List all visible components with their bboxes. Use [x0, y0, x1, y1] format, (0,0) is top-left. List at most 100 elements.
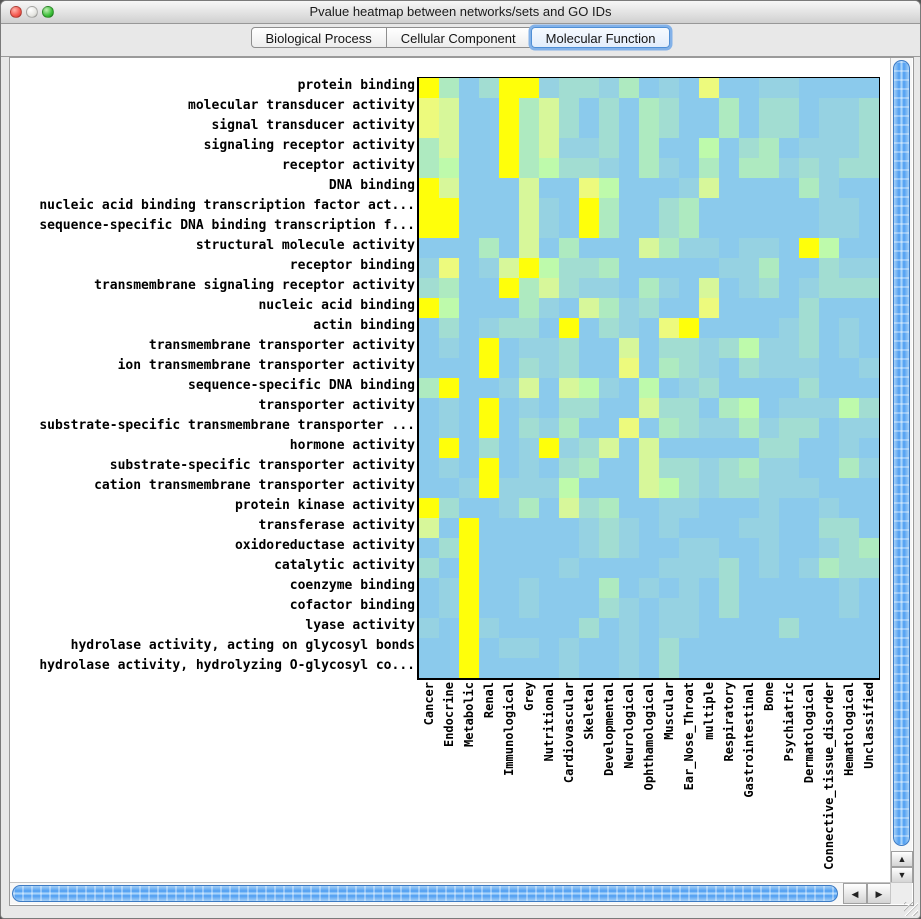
row-label: structural molecule activity	[195, 238, 415, 253]
scroll-right-button[interactable]: ▶	[867, 883, 891, 904]
row-label: sequence-specific DNA binding	[188, 378, 415, 393]
heatmap-cell	[839, 638, 859, 658]
heatmap-cell	[779, 138, 799, 158]
heatmap-cell	[839, 458, 859, 478]
heatmap-cell	[679, 498, 699, 518]
heatmap-cell	[859, 78, 879, 98]
heatmap-cell	[439, 438, 459, 458]
heatmap-cell	[759, 258, 779, 278]
row-label: signal transducer activity	[211, 118, 416, 133]
heatmap-cell	[699, 278, 719, 298]
heatmap-cell	[499, 478, 519, 498]
row-label: ion transmembrane transporter activity	[117, 358, 415, 373]
heatmap-cell	[739, 658, 759, 678]
heatmap-cell	[639, 178, 659, 198]
heatmap-cell	[419, 238, 439, 258]
horizontal-scrollbar-thumb[interactable]	[12, 885, 838, 902]
heatmap-cell	[519, 238, 539, 258]
heatmap-cell	[779, 618, 799, 638]
row-label: transporter activity	[258, 398, 415, 413]
heatmap-cell	[619, 238, 639, 258]
heatmap-cell	[659, 438, 679, 458]
scroll-left-button[interactable]: ◀	[843, 883, 867, 904]
heatmap-cell	[799, 318, 819, 338]
row-label: protein binding	[297, 78, 415, 93]
heatmap-cell	[639, 158, 659, 178]
heatmap-cell	[759, 478, 779, 498]
heatmap-cell	[819, 98, 839, 118]
heatmap-cell	[779, 198, 799, 218]
heatmap-cell	[479, 478, 499, 498]
heatmap-cell	[759, 138, 779, 158]
heatmap-cell	[419, 158, 439, 178]
left-arrow-icon: ◀	[851, 889, 859, 899]
heatmap-cell	[639, 558, 659, 578]
heatmap-cell	[639, 598, 659, 618]
heatmap-cell	[419, 458, 439, 478]
heatmap-cell	[619, 618, 639, 638]
heatmap-cell	[779, 258, 799, 278]
heatmap-cell	[679, 478, 699, 498]
heatmap-cell	[799, 498, 819, 518]
heatmap-cell	[459, 78, 479, 98]
heatmap-cell	[799, 618, 819, 638]
scroll-down-button[interactable]: ▼	[891, 867, 913, 883]
heatmap-cell	[759, 418, 779, 438]
heatmap-cell	[599, 578, 619, 598]
heatmap-cell	[819, 538, 839, 558]
heatmap-cell	[459, 278, 479, 298]
heatmap-cell	[659, 358, 679, 378]
heatmap-cell	[779, 398, 799, 418]
heatmap-cell	[419, 198, 439, 218]
heatmap-cell	[479, 378, 499, 398]
heatmap-cell	[579, 138, 599, 158]
heatmap-cell	[499, 98, 519, 118]
heatmap-cell	[539, 638, 559, 658]
heatmap-cell	[479, 398, 499, 418]
vertical-scrollbar[interactable]: ▲ ▼	[890, 58, 913, 883]
tab-biological-process[interactable]: Biological Process	[250, 27, 387, 48]
heatmap-cell	[679, 198, 699, 218]
heatmap-cell	[439, 358, 459, 378]
zoom-button-icon[interactable]	[42, 6, 54, 18]
heatmap-cell	[659, 638, 679, 658]
heatmap-cell	[479, 198, 499, 218]
col-label: Grey	[522, 682, 536, 711]
horizontal-scrollbar[interactable]: ◀ ▶	[10, 882, 891, 904]
close-button-icon[interactable]	[10, 6, 22, 18]
heatmap-cell	[719, 558, 739, 578]
heatmap-cell	[719, 118, 739, 138]
heatmap-cell	[419, 398, 439, 418]
scroll-up-button[interactable]: ▲	[891, 851, 913, 867]
heatmap-cell	[659, 278, 679, 298]
heatmap-cell	[519, 218, 539, 238]
heatmap-cell	[859, 218, 879, 238]
down-arrow-icon: ▼	[897, 870, 907, 880]
heatmap-cell	[479, 338, 499, 358]
heatmap-cell	[619, 458, 639, 478]
heatmap-cell	[439, 458, 459, 478]
col-label: Bone	[762, 682, 776, 711]
resize-grip-icon[interactable]	[904, 902, 918, 916]
heatmap-cell	[799, 398, 819, 418]
heatmap-cell	[459, 518, 479, 538]
heatmap-cell	[479, 118, 499, 138]
row-label: actin binding	[313, 318, 415, 333]
heatmap-cell	[419, 518, 439, 538]
heatmap-cell	[579, 538, 599, 558]
tab-molecular-function[interactable]: Molecular Function	[530, 27, 671, 48]
heatmap-cell	[479, 238, 499, 258]
heatmap-cell	[839, 618, 859, 638]
heatmap-cell	[719, 498, 739, 518]
heatmap-cell	[799, 298, 819, 318]
heatmap-cell	[859, 258, 879, 278]
minimize-button-icon[interactable]	[26, 6, 38, 18]
heatmap-cell	[819, 78, 839, 98]
heatmap-cell	[539, 598, 559, 618]
tab-cellular-component[interactable]: Cellular Component	[386, 27, 531, 48]
heatmap-cell	[439, 418, 459, 438]
heatmap-cell	[519, 638, 539, 658]
vertical-scrollbar-thumb[interactable]	[893, 60, 910, 846]
heatmap-cell	[519, 78, 539, 98]
heatmap-cell	[579, 478, 599, 498]
